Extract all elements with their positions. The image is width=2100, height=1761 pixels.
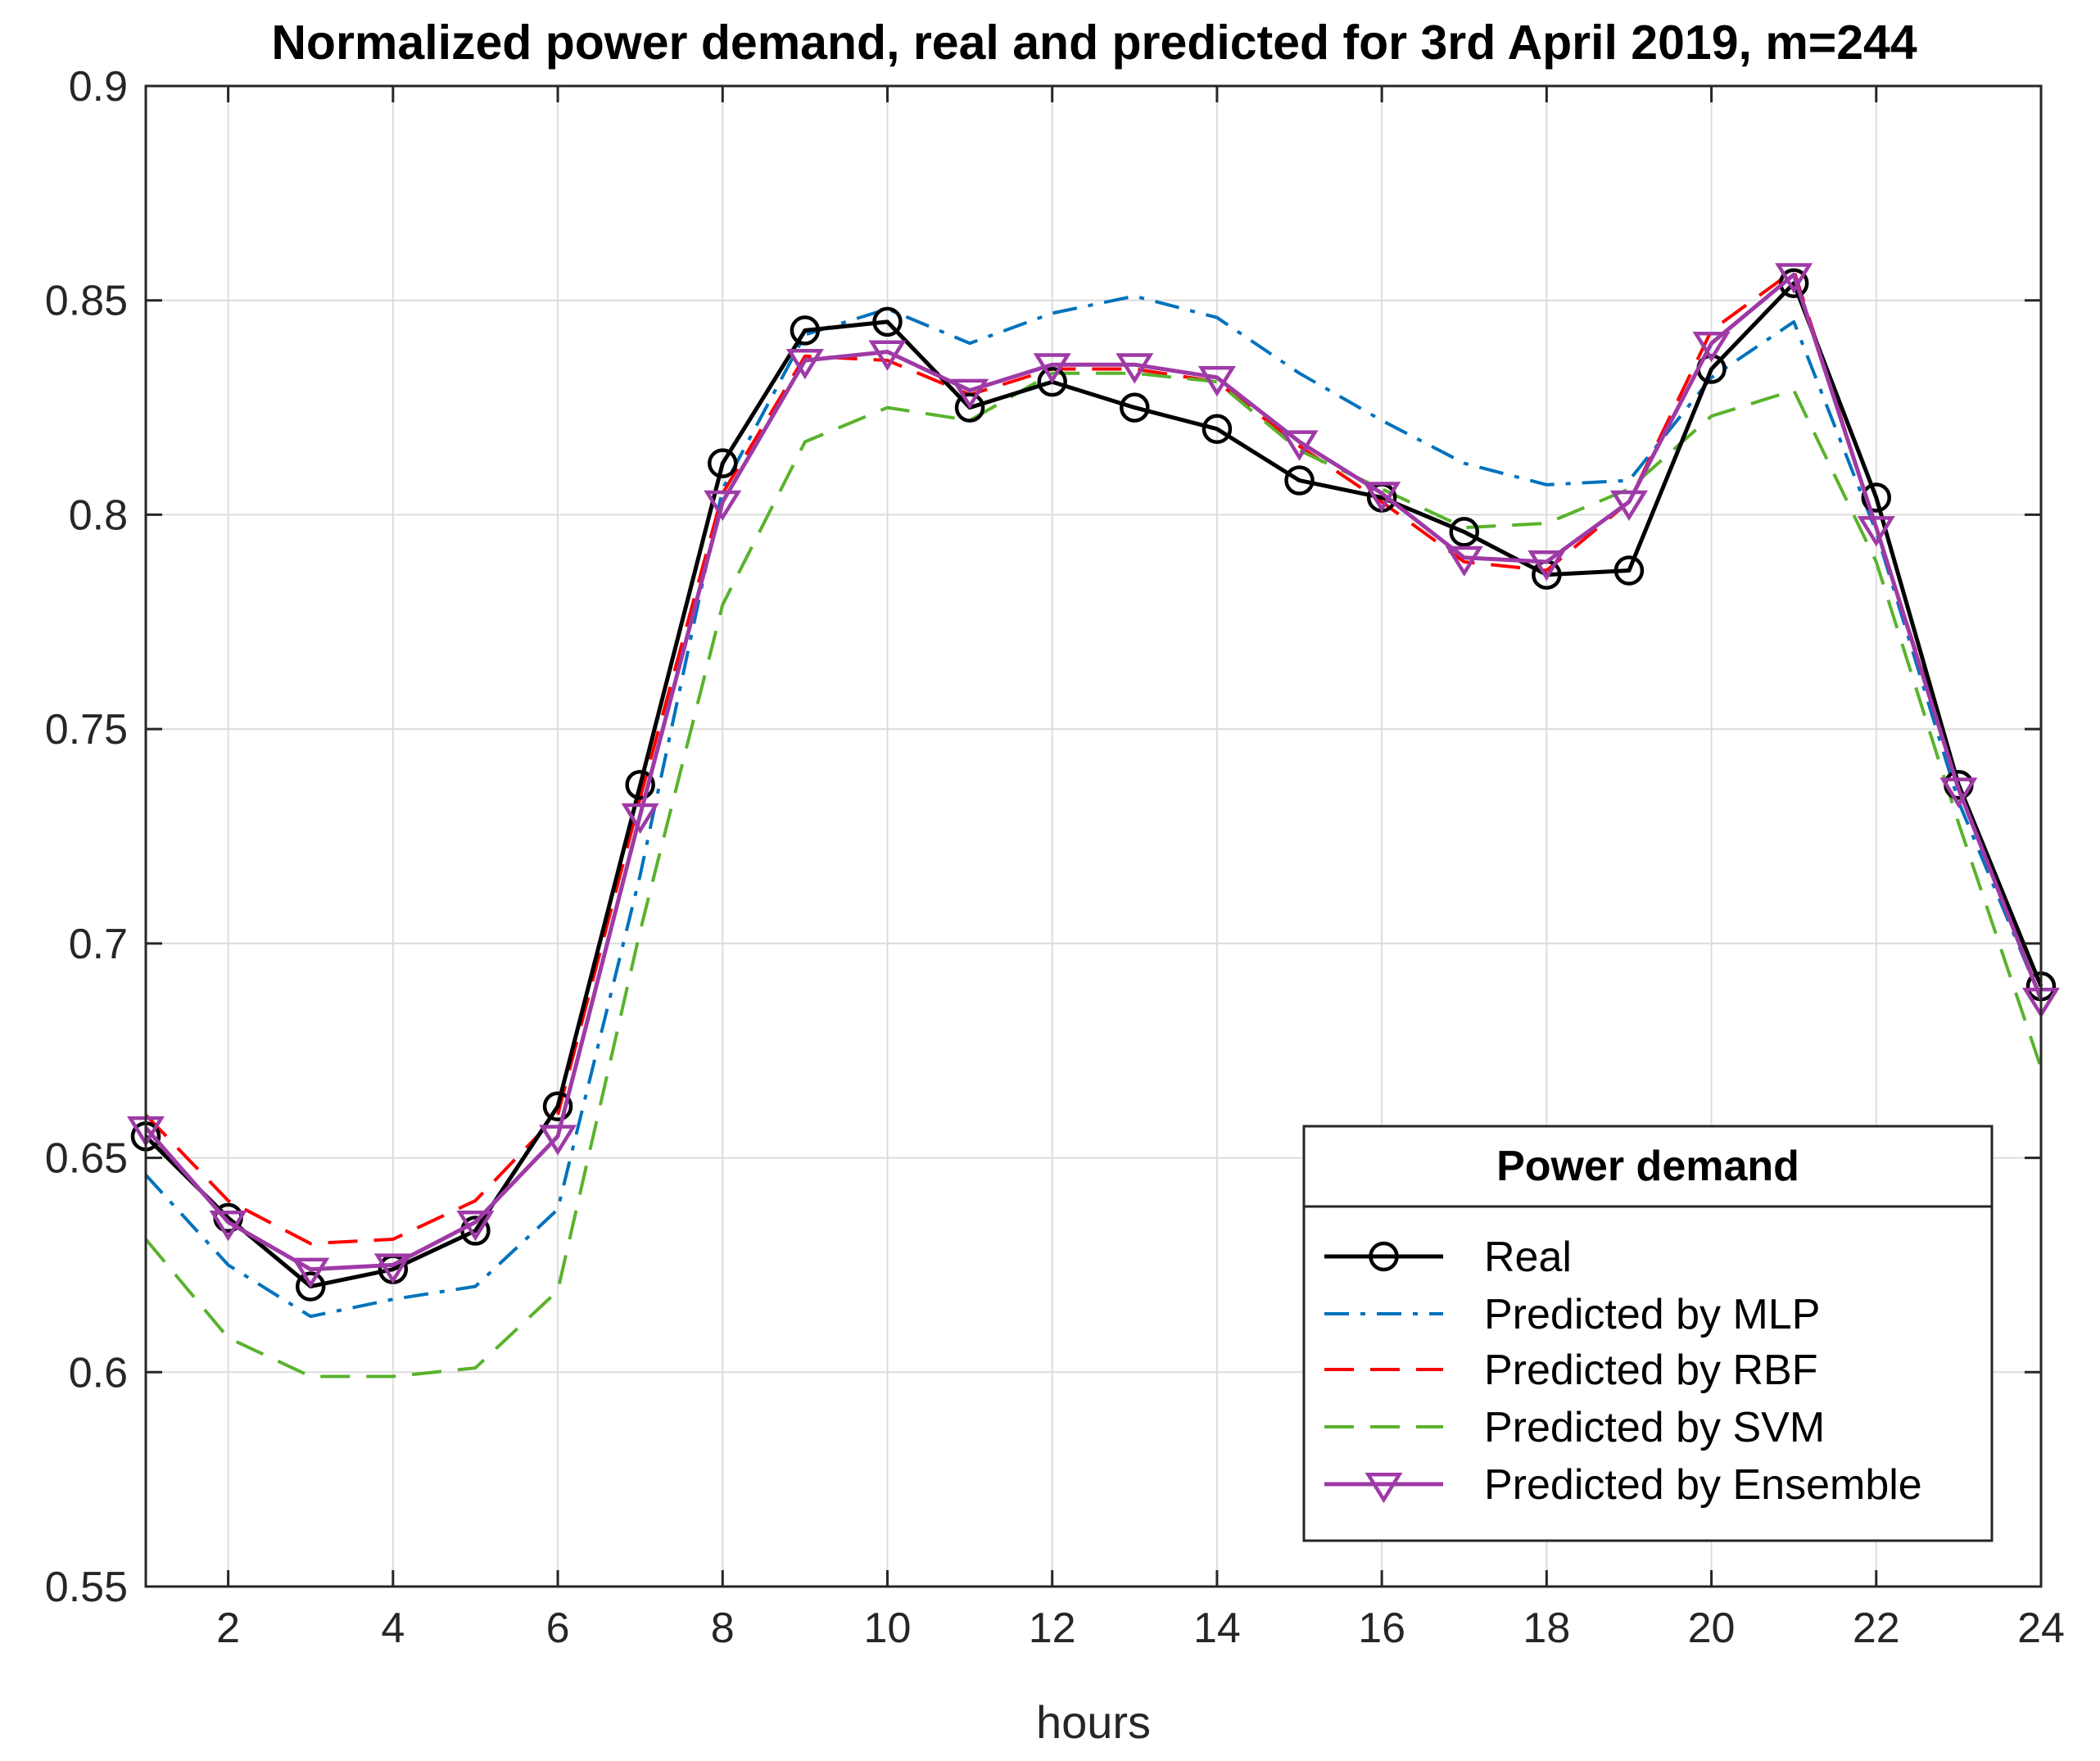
data-point-predicted-by-ensemble xyxy=(1692,332,1731,363)
y-tick-label: 0.8 xyxy=(69,491,128,539)
data-point-real xyxy=(1613,555,1645,586)
data-point-predicted-by-ensemble xyxy=(1775,263,1813,294)
series-predicted-by-ensemble xyxy=(126,263,2061,1288)
plot-frame xyxy=(144,84,2043,1588)
data-point-predicted-by-ensemble xyxy=(951,378,989,410)
legend-marker xyxy=(1365,1472,1403,1504)
legend-label: Real xyxy=(1484,1234,1572,1281)
series-layer xyxy=(126,263,2061,1378)
legend-item-predicted-by-ensemble: Predicted by Ensemble xyxy=(1324,1461,1922,1509)
data-point-predicted-by-ensemble xyxy=(1939,777,1978,808)
legend-label: Predicted by RBF xyxy=(1484,1347,1818,1394)
legend-label: Predicted by SVM xyxy=(1484,1404,1825,1451)
data-point-predicted-by-ensemble xyxy=(1527,550,1566,582)
y-tick-label: 0.75 xyxy=(45,706,128,754)
legend-label: Predicted by Ensemble xyxy=(1484,1461,1922,1509)
data-point-real xyxy=(1037,366,1067,397)
series-line-predicted-by-svm xyxy=(144,371,2043,1378)
y-tick-label: 0.7 xyxy=(69,921,128,968)
legend-marker xyxy=(1369,1241,1399,1272)
data-point-predicted-by-ensemble xyxy=(1609,490,1648,522)
data-point-real xyxy=(1861,482,1892,513)
series-predicted-by-svm xyxy=(144,371,2043,1378)
data-point-real xyxy=(1449,517,1479,547)
x-tick-label: 18 xyxy=(1523,1605,1570,1652)
y-tick-label: 0.9 xyxy=(69,63,128,111)
data-point-predicted-by-ensemble xyxy=(539,1125,577,1156)
legend-item-predicted-by-mlp: Predicted by MLP xyxy=(1324,1291,1820,1338)
data-point-predicted-by-ensemble xyxy=(373,1253,412,1284)
data-point-predicted-by-ensemble xyxy=(1445,546,1483,577)
data-point-real xyxy=(954,392,985,423)
legend-item-predicted-by-rbf: Predicted by RBF xyxy=(1324,1347,1818,1394)
data-point-real xyxy=(625,769,655,800)
data-point-predicted-by-ensemble xyxy=(1363,482,1401,513)
x-axis-label: hours xyxy=(1036,1696,1151,1748)
x-tick-label: 12 xyxy=(1029,1605,1076,1652)
data-point-predicted-by-ensemble xyxy=(456,1211,495,1242)
data-point-predicted-by-ensemble xyxy=(1197,365,1236,397)
series-line-predicted-by-rbf xyxy=(144,269,2043,1246)
chart-title: Normalized power demand, real and predic… xyxy=(271,16,1917,70)
y-tick-label: 0.55 xyxy=(45,1564,128,1611)
legend-item-real: Real xyxy=(1324,1234,1572,1281)
x-tick-label: 6 xyxy=(546,1605,570,1652)
data-point-predicted-by-ensemble xyxy=(621,803,659,835)
x-tick-label: 14 xyxy=(1193,1605,1241,1652)
data-point-predicted-by-ensemble xyxy=(704,490,742,522)
x-tick-label: 20 xyxy=(1688,1605,1736,1652)
x-tick-label: 24 xyxy=(2017,1605,2065,1652)
data-point-real xyxy=(1284,465,1315,496)
x-tick-label: 16 xyxy=(1358,1605,1405,1652)
data-point-real xyxy=(790,315,821,346)
y-tick-label: 0.85 xyxy=(45,278,128,325)
data-point-real xyxy=(872,306,903,337)
data-point-predicted-by-ensemble xyxy=(1033,353,1071,384)
data-point-predicted-by-ensemble xyxy=(868,340,907,371)
x-tick-label: 4 xyxy=(381,1605,405,1652)
axis-ticks xyxy=(146,84,2043,1588)
series-predicted-by-rbf xyxy=(144,269,2043,1246)
data-point-real xyxy=(1120,392,1150,423)
data-point-predicted-by-ensemble xyxy=(1857,516,1895,547)
y-tick-label: 0.6 xyxy=(69,1349,128,1397)
legend-items: Real Predicted by MLP Predicted by RBF Pred… xyxy=(1324,1234,1922,1509)
series-line-real xyxy=(144,281,2043,1289)
y-tick-label: 0.65 xyxy=(45,1135,128,1183)
data-point-real xyxy=(542,1091,573,1122)
legend-label: Predicted by MLP xyxy=(1484,1291,1820,1338)
x-tick-label: 10 xyxy=(864,1605,912,1652)
x-tick-label: 8 xyxy=(711,1605,735,1652)
legend: Power demand Real Predicted by MLP Predict… xyxy=(1302,1125,1994,1542)
data-point-predicted-by-ensemble xyxy=(1116,353,1154,384)
tick-labels: 2 4 6 8 10 12 14 16 18 20 22 240.550.60.650.70.750.… xyxy=(45,63,2065,1652)
data-point-predicted-by-ensemble xyxy=(292,1257,330,1288)
data-point-real xyxy=(708,448,738,478)
data-point-predicted-by-ensemble xyxy=(785,348,824,380)
data-point-predicted-by-ensemble xyxy=(209,1211,247,1242)
data-point-real xyxy=(295,1271,326,1302)
data-point-predicted-by-ensemble xyxy=(1280,430,1319,461)
legend-box xyxy=(1302,1125,1994,1542)
x-tick-label: 22 xyxy=(1853,1605,1900,1652)
legend-title: Power demand xyxy=(1496,1143,1799,1190)
legend-item-predicted-by-svm: Predicted by SVM xyxy=(1324,1404,1825,1451)
data-point-real xyxy=(1202,414,1233,444)
x-tick-label: 2 xyxy=(216,1605,240,1652)
